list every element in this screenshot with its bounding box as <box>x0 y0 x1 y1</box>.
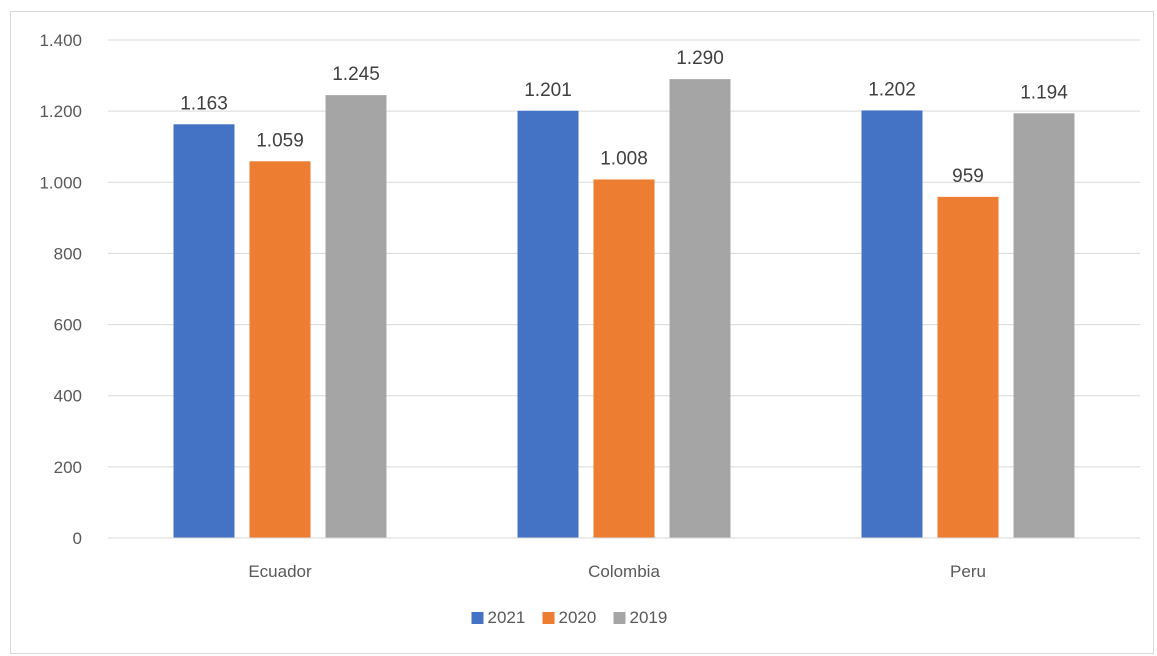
y-tick-label: 1.200 <box>39 102 82 121</box>
legend: 2021 2020 2019 <box>471 608 668 627</box>
data-label: 1.059 <box>256 130 304 151</box>
legend-swatch <box>613 612 626 624</box>
bar-colombia-2019 <box>669 79 731 538</box>
legend-label: 2021 <box>488 608 526 627</box>
data-label: 1.202 <box>868 79 916 100</box>
data-label: 1.290 <box>676 48 724 69</box>
bar-peru-2019 <box>1013 113 1075 538</box>
bars <box>173 79 1075 538</box>
data-label: 1.008 <box>600 148 648 169</box>
y-tick-label: 600 <box>54 316 82 335</box>
x-tick-label: Peru <box>950 562 986 581</box>
data-label: 1.245 <box>332 64 380 85</box>
bar-ecuador-2020 <box>249 161 311 538</box>
y-tick-label: 400 <box>54 387 82 406</box>
y-tick-label: 800 <box>54 244 82 263</box>
bar-colombia-2020 <box>593 179 655 538</box>
legend-label: 2020 <box>559 608 597 627</box>
data-label: 1.194 <box>1020 82 1068 103</box>
bar-ecuador-2019 <box>325 95 387 538</box>
bar-colombia-2021 <box>517 110 579 538</box>
y-axis: 0 200 400 600 800 1.000 1.200 1.400 <box>39 31 82 548</box>
legend-swatch <box>471 612 484 624</box>
y-tick-label: 1.000 <box>39 173 82 192</box>
bar-peru-2020 <box>937 196 999 538</box>
bar-peru-2021 <box>861 110 923 538</box>
legend-swatch <box>542 612 555 624</box>
y-tick-label: 200 <box>54 458 82 477</box>
legend-label: 2019 <box>630 608 668 627</box>
y-tick-label: 1.400 <box>39 31 82 50</box>
y-tick-label: 0 <box>73 529 82 548</box>
bar-ecuador-2021 <box>173 124 235 538</box>
data-labels: 1.163 1.059 1.245 1.201 1.008 1.290 1.202 959 1.… <box>180 48 1068 187</box>
data-label: 1.201 <box>524 80 572 101</box>
x-tick-label: Ecuador <box>248 562 312 581</box>
x-tick-label: Colombia <box>588 562 660 581</box>
x-axis: Ecuador Colombia Peru <box>108 537 1140 581</box>
data-label: 1.163 <box>180 93 228 114</box>
data-label: 959 <box>952 166 984 187</box>
